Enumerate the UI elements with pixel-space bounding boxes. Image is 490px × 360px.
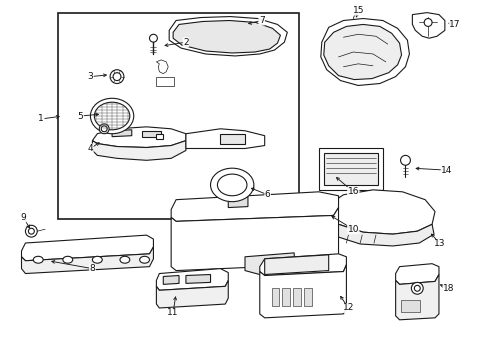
Polygon shape (173, 21, 280, 53)
Text: 4: 4 (88, 144, 93, 153)
Polygon shape (413, 13, 445, 38)
Polygon shape (265, 255, 329, 275)
Text: 16: 16 (347, 187, 359, 196)
Text: 17: 17 (449, 20, 461, 29)
Text: 9: 9 (21, 213, 26, 222)
Polygon shape (324, 24, 401, 80)
Polygon shape (245, 253, 294, 275)
Bar (324, 153, 378, 185)
Ellipse shape (400, 156, 411, 165)
Bar (58, 13, 299, 219)
Text: 2: 2 (183, 38, 189, 47)
Ellipse shape (93, 256, 102, 263)
Bar (319, 148, 383, 190)
Text: 12: 12 (343, 303, 354, 312)
Ellipse shape (412, 282, 423, 294)
Text: 14: 14 (441, 166, 453, 175)
Text: 11: 11 (168, 309, 179, 318)
Ellipse shape (120, 256, 130, 263)
Polygon shape (163, 275, 179, 284)
Text: 5: 5 (78, 112, 83, 121)
Bar (293, 288, 301, 306)
Text: 7: 7 (259, 16, 265, 25)
Text: 10: 10 (347, 225, 359, 234)
Ellipse shape (91, 98, 134, 134)
Bar (156, 77, 174, 86)
Ellipse shape (218, 174, 247, 196)
Bar (304, 288, 312, 306)
Ellipse shape (140, 256, 149, 263)
Text: 8: 8 (90, 264, 95, 273)
Polygon shape (142, 131, 161, 137)
Ellipse shape (415, 285, 420, 291)
Polygon shape (228, 197, 248, 208)
Polygon shape (324, 204, 434, 246)
Ellipse shape (28, 228, 34, 234)
Ellipse shape (25, 225, 37, 237)
Bar (400, 300, 420, 312)
Polygon shape (321, 18, 410, 85)
Polygon shape (186, 275, 211, 283)
Text: 18: 18 (443, 284, 455, 293)
Polygon shape (93, 127, 186, 148)
Polygon shape (171, 192, 339, 221)
Polygon shape (260, 254, 346, 275)
Polygon shape (186, 129, 265, 148)
Polygon shape (169, 17, 287, 56)
Text: 1: 1 (38, 114, 44, 123)
Polygon shape (171, 208, 339, 271)
Polygon shape (220, 134, 245, 144)
Ellipse shape (63, 256, 73, 263)
Ellipse shape (211, 168, 254, 202)
Bar (271, 288, 279, 306)
Ellipse shape (101, 126, 107, 132)
Polygon shape (260, 265, 346, 318)
Ellipse shape (149, 34, 157, 42)
Polygon shape (112, 130, 132, 137)
Polygon shape (22, 235, 153, 261)
Text: 6: 6 (265, 190, 270, 199)
Ellipse shape (424, 18, 432, 26)
Ellipse shape (110, 70, 124, 84)
Polygon shape (156, 134, 163, 139)
Bar (282, 288, 290, 306)
Polygon shape (327, 190, 435, 234)
Ellipse shape (33, 256, 43, 263)
Ellipse shape (99, 124, 109, 134)
Text: 15: 15 (352, 6, 364, 15)
Polygon shape (156, 280, 228, 308)
Polygon shape (395, 264, 439, 284)
Text: 3: 3 (88, 72, 93, 81)
Ellipse shape (95, 102, 130, 130)
Polygon shape (395, 275, 439, 320)
Text: 13: 13 (434, 239, 446, 248)
Polygon shape (93, 141, 186, 160)
Polygon shape (22, 247, 153, 274)
Polygon shape (156, 269, 228, 290)
Polygon shape (156, 60, 168, 74)
Ellipse shape (113, 73, 121, 81)
